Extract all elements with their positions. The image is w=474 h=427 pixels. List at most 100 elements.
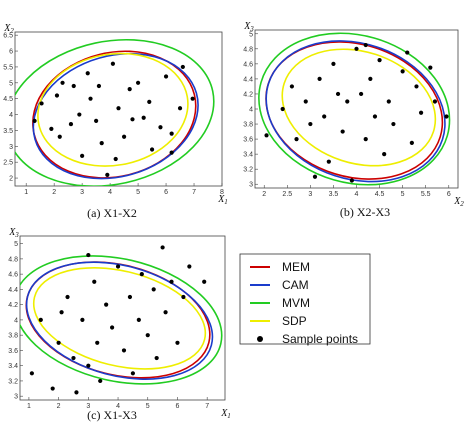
ellipse-mvm	[258, 32, 451, 186]
sample-point	[50, 386, 55, 391]
legend-label: SDP	[282, 314, 307, 328]
ellipse-cam	[25, 261, 214, 380]
y-tick-label: 4.6	[243, 61, 253, 68]
y-tick-label: 4.5	[3, 96, 13, 103]
ellipse-sdp	[32, 267, 207, 370]
x-tick-label: 3	[80, 189, 84, 196]
x-tick-label: 3	[308, 191, 312, 198]
ellipse-mvm	[20, 255, 223, 385]
sample-point	[158, 125, 163, 130]
y-tick-label: 4	[14, 317, 18, 324]
panel-3: 1 2 3 4 5 6 7 3 3.2 3.4 3.6 3.8 4 4.2 4.4 4.6 4.8 5 X1 X3 (c…	[8, 227, 231, 422]
sample-point	[136, 317, 141, 323]
y-tick-label: 4	[9, 112, 13, 119]
y-tick-label: 3.5	[3, 128, 13, 135]
sample-point	[317, 76, 322, 82]
sample-point	[94, 118, 99, 124]
sample-point	[363, 136, 368, 142]
sample-point	[115, 264, 121, 269]
y-tick-label: 6	[9, 49, 13, 56]
sample-point	[59, 310, 64, 315]
y-axis-label: X3	[8, 227, 19, 239]
sample-point	[428, 65, 433, 70]
sample-point	[145, 333, 150, 338]
legend-label: CAM	[282, 278, 309, 292]
sample-point	[99, 141, 104, 146]
legend-label: Sample points	[282, 332, 358, 346]
x-tick-label: 4	[116, 403, 120, 410]
sample-point	[68, 121, 74, 127]
sample-point	[308, 121, 313, 127]
sample-point	[39, 101, 44, 106]
legend-item-mem: MEM	[250, 260, 310, 274]
panel-1: 1 2 3 4 5 6 7 8 2 2.5 3 3.5 4 4.5 5 5.5 6 6.5 X1 X2 (a) X1-X…	[3, 23, 228, 220]
x-axis-label: X2	[453, 196, 464, 208]
sample-point	[444, 114, 449, 119]
sample-point	[432, 99, 438, 104]
ellipse-sdp	[281, 48, 437, 167]
x-tick-label: 6	[447, 191, 451, 198]
ellipse-group	[258, 32, 451, 186]
x-tick-label: 2	[262, 191, 266, 198]
sample-point	[377, 57, 382, 63]
sample-point	[322, 114, 327, 119]
sample-point	[414, 84, 419, 89]
legend-item-mvm: MVM	[250, 296, 310, 310]
y-tick-label: 5	[9, 80, 13, 87]
x-tick-label: 3.5	[329, 191, 339, 198]
sample-point	[96, 83, 102, 89]
sample-point	[331, 61, 336, 66]
y-tick-label: 3.8	[243, 122, 253, 129]
legend-item-cam: CAM	[250, 278, 309, 292]
sample-point	[386, 99, 391, 104]
x-tick-label: 2	[52, 189, 56, 196]
sample-point	[169, 150, 174, 155]
sample-point	[340, 129, 345, 134]
y-tick-label: 3.8	[8, 333, 18, 340]
sample-point	[29, 371, 34, 376]
sample-point	[121, 348, 127, 353]
sample-point	[151, 287, 156, 292]
y-tick-label: 4.4	[8, 287, 18, 294]
sample-point	[409, 140, 414, 145]
sample-point	[105, 172, 110, 177]
sample-point	[80, 317, 85, 323]
y-tick-label: 3	[14, 394, 18, 401]
sample-point	[169, 131, 174, 136]
sample-point	[181, 294, 186, 300]
x-tick-label: 1	[24, 189, 28, 196]
sample-point	[289, 84, 295, 89]
sample-point	[405, 50, 410, 55]
x-tick-label: 5	[136, 189, 140, 196]
y-axis-label: X3	[243, 21, 254, 33]
sample-point	[372, 114, 378, 119]
x-tick-label: 4.5	[375, 191, 385, 198]
sample-point	[110, 325, 115, 330]
sample-point	[116, 106, 121, 111]
sample-point	[57, 134, 62, 139]
sample-point	[160, 245, 165, 250]
sample-point	[139, 272, 144, 277]
y-tick-label: 3.2	[8, 378, 18, 385]
sample-point	[74, 390, 79, 395]
y-tick-label: 4.8	[243, 46, 253, 53]
sample-point	[312, 174, 318, 179]
x-axis-label: X1	[217, 194, 228, 206]
y-tick-label: 4.2	[8, 302, 18, 309]
sample-point	[326, 159, 331, 164]
y-tick-label: 6.5	[3, 33, 13, 40]
sample-point	[400, 69, 405, 74]
x-tick-label: 7	[192, 189, 196, 196]
y-tick-label: 3.6	[243, 137, 253, 144]
y-tick-label: 3.4	[243, 152, 253, 159]
sample-point	[71, 83, 76, 89]
ellipse-sdp	[37, 52, 189, 167]
sample-point	[202, 279, 207, 284]
sample-point	[86, 252, 91, 258]
x-tick-label: 1	[27, 403, 31, 410]
y-tick-label: 3	[9, 144, 13, 151]
sample-point	[418, 110, 424, 115]
y-tick-label: 5	[14, 241, 18, 248]
sample-point	[104, 302, 109, 307]
